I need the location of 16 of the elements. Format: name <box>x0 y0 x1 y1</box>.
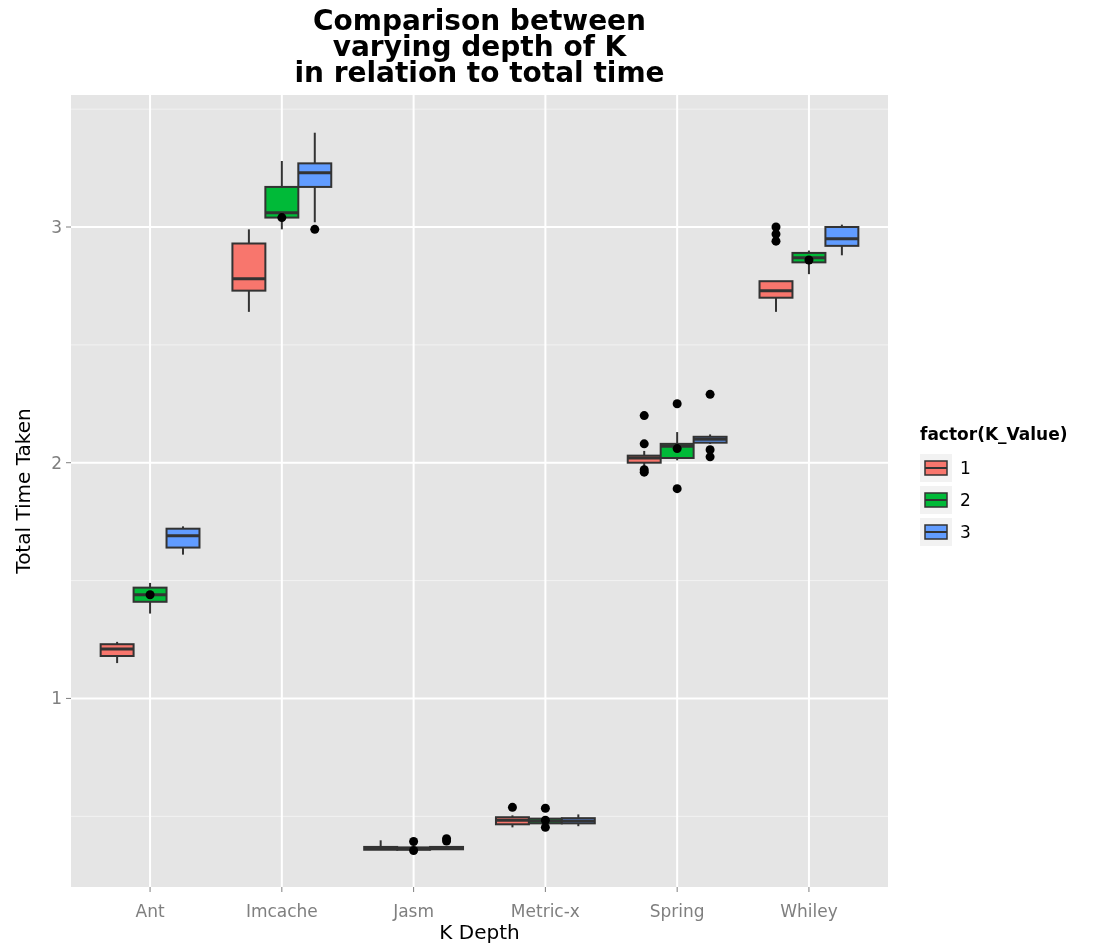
legend-title: factor(K_Value) <box>920 424 1068 444</box>
legend-label: 2 <box>960 489 971 510</box>
x-tick-label: Ant <box>135 901 165 921</box>
x-tick-label: Spring <box>649 901 705 921</box>
legend-label: 3 <box>960 521 971 542</box>
x-tick-label: Jasm <box>392 901 435 921</box>
y-tick-label: 1 <box>51 688 62 709</box>
x-tick-label: Imcache <box>245 901 318 921</box>
chart-title: Comparison between varying depth of K in relation to total time <box>294 4 665 89</box>
y-tick-label: 2 <box>51 452 62 473</box>
x-axis-title: K Depth <box>439 920 520 944</box>
x-tick-label: Metric-x <box>510 901 580 921</box>
x-tick-label: Whiley <box>780 901 838 921</box>
y-axis-title: Total Time Taken <box>11 408 35 575</box>
y-tick-label: 3 <box>51 216 62 237</box>
legend-label: 1 <box>960 457 971 478</box>
